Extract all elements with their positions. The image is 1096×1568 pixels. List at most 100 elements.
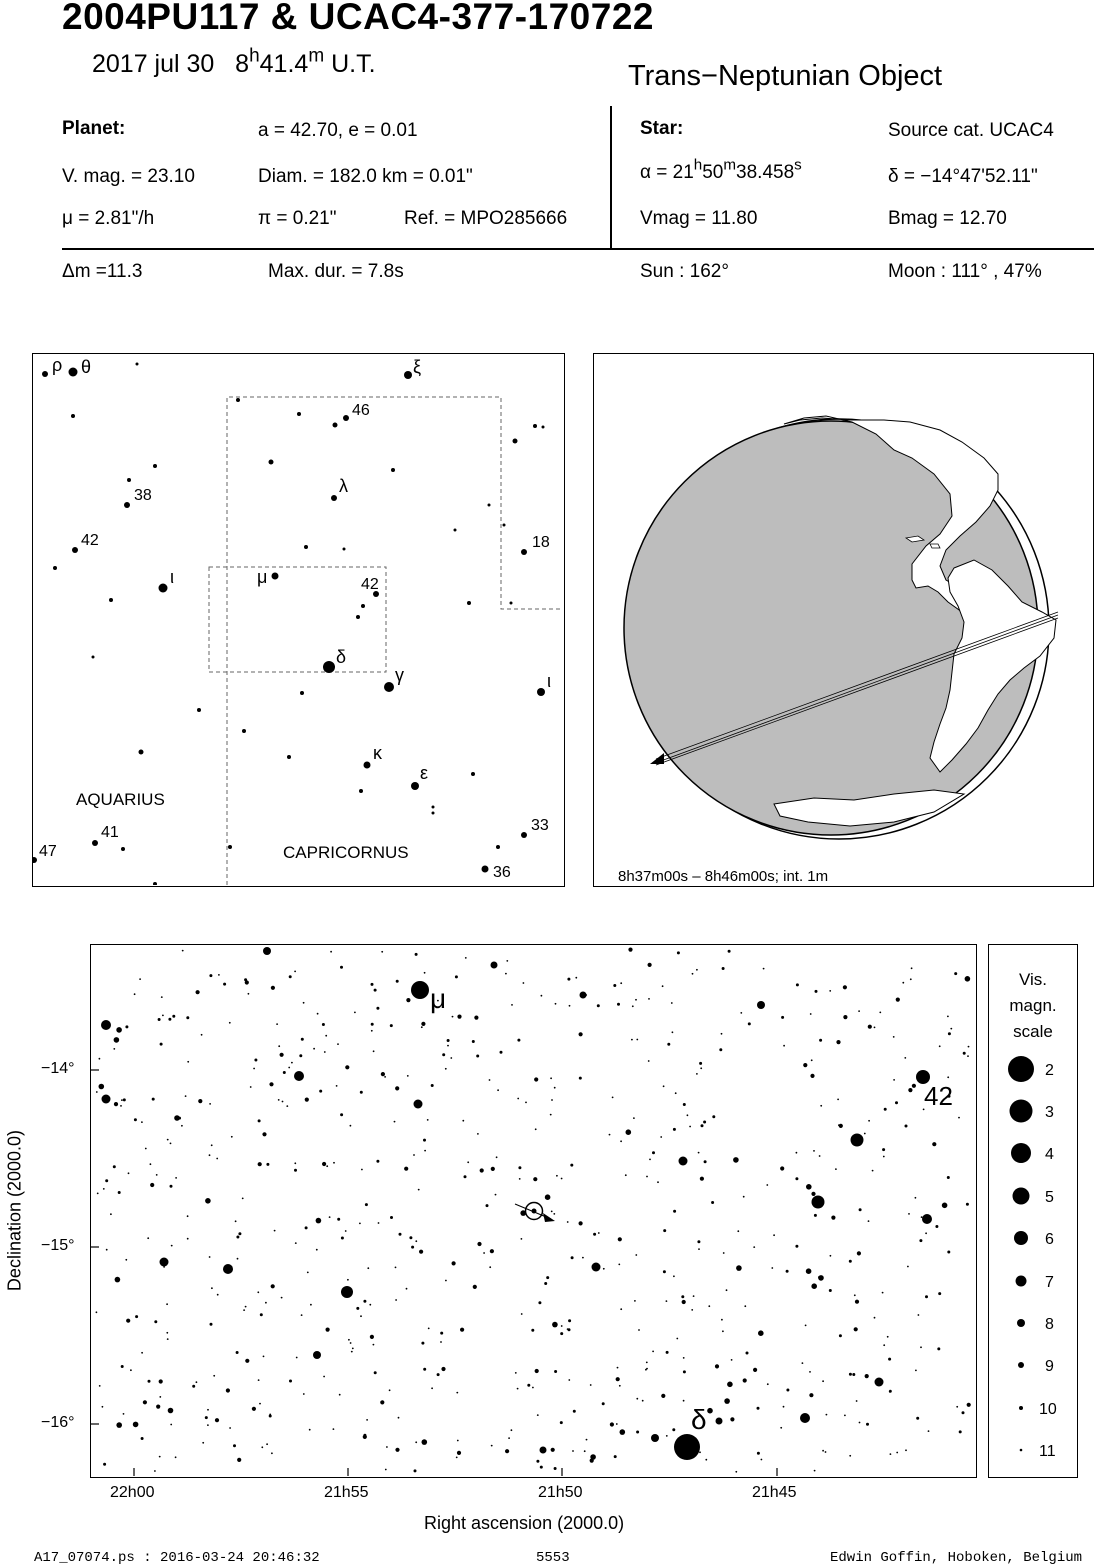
field-star [909, 978, 912, 981]
field-star [315, 1248, 318, 1251]
field-star [279, 1052, 284, 1057]
field-star [326, 1165, 329, 1168]
field-star [269, 1413, 272, 1416]
field-star [585, 1438, 588, 1441]
ra-minutes: 50 [702, 162, 724, 183]
bright-star [757, 1001, 765, 1009]
table-rule [62, 248, 1094, 250]
field-star [516, 1387, 519, 1390]
field-star [162, 1014, 164, 1017]
field-star [590, 1454, 596, 1460]
label-delta: δ [691, 1404, 707, 1435]
field-star [300, 1037, 304, 1041]
field-star [831, 1215, 836, 1220]
field-star [243, 1309, 246, 1311]
field-star [229, 1427, 232, 1429]
field-star [415, 1441, 418, 1444]
field-star [848, 1372, 852, 1376]
star-chart: μ 42 δ [90, 944, 977, 1478]
field-star [560, 1177, 563, 1180]
field-star [554, 1002, 557, 1005]
field-star [271, 1452, 273, 1455]
field-star [494, 1193, 497, 1196]
field-star [235, 1351, 239, 1354]
target-marker [524, 1201, 544, 1221]
label-mu: μ [257, 567, 267, 587]
field-star [139, 978, 141, 980]
footer-author: Edwin Goffin, Hoboken, Belgium [830, 1550, 1083, 1566]
field-star [167, 1407, 174, 1414]
field-star [213, 1374, 216, 1377]
star-mu [411, 981, 429, 999]
field-star [105, 1179, 109, 1183]
legend-dot-7 [1015, 1275, 1027, 1287]
field-star [130, 1369, 132, 1372]
field-star [771, 1267, 774, 1269]
field-star [380, 1400, 385, 1405]
field-star [682, 1357, 685, 1359]
field-star [216, 1157, 219, 1160]
region-aquarius: AQUARIUS [76, 790, 165, 809]
bright-star [159, 1257, 169, 1267]
field-star [344, 1230, 347, 1232]
field-star [349, 1342, 352, 1344]
field-star [911, 1083, 917, 1088]
field-star [490, 1166, 495, 1171]
field-star [295, 1356, 298, 1359]
star-38 [124, 502, 130, 508]
label-46: 46 [352, 402, 370, 419]
field-star [257, 1119, 261, 1123]
field-star [886, 1335, 889, 1338]
legend-mag-7: 7 [1045, 1274, 1054, 1291]
field-star [958, 1116, 960, 1119]
field-star [95, 1311, 98, 1314]
field-star [423, 1138, 426, 1142]
field-star [398, 1232, 402, 1236]
field-star [257, 1162, 262, 1167]
field-star [616, 1366, 619, 1369]
field-star [538, 1301, 542, 1305]
field-star [618, 1384, 621, 1387]
field-star [803, 1063, 808, 1068]
field-star [270, 985, 275, 990]
field-star [147, 1237, 150, 1240]
field-star [427, 1327, 430, 1330]
field-star [158, 1455, 161, 1458]
field-star [896, 1451, 899, 1454]
field-star [210, 1144, 213, 1147]
field-star [489, 1249, 494, 1254]
landmass-south-america [929, 559, 1057, 773]
field-star [204, 1416, 208, 1420]
field-star [742, 1195, 745, 1198]
field-star [967, 1055, 969, 1057]
legend-title-line: magn. [1009, 996, 1057, 1015]
field-star [708, 1305, 711, 1308]
field-star [881, 1291, 884, 1294]
field-star [444, 1067, 447, 1070]
field-star [873, 1026, 876, 1029]
bright-star [800, 1413, 810, 1423]
star-41 [92, 840, 98, 846]
field-star [450, 1057, 453, 1059]
field-star [395, 1086, 400, 1091]
field-star [456, 1450, 462, 1455]
field-star [810, 1073, 815, 1078]
field-star [696, 1073, 698, 1075]
field-star [406, 1075, 409, 1077]
field-star [127, 1172, 130, 1175]
label-iota-cap: ι [547, 671, 551, 691]
field-star [406, 998, 411, 1003]
field-star [423, 971, 426, 974]
bright-star [678, 1156, 688, 1166]
x-tick-21h55: 21h55 [324, 1484, 369, 1501]
field-star [895, 997, 900, 1002]
bright-star [223, 1264, 233, 1274]
field-star [202, 1441, 205, 1444]
field-star [707, 1407, 713, 1414]
sun-elongation: Sun : 162° [640, 261, 729, 282]
field-star [369, 1303, 372, 1306]
field-star [525, 1101, 527, 1104]
field-star [517, 1038, 521, 1042]
field-star [294, 1162, 297, 1165]
field-star [553, 1213, 556, 1215]
